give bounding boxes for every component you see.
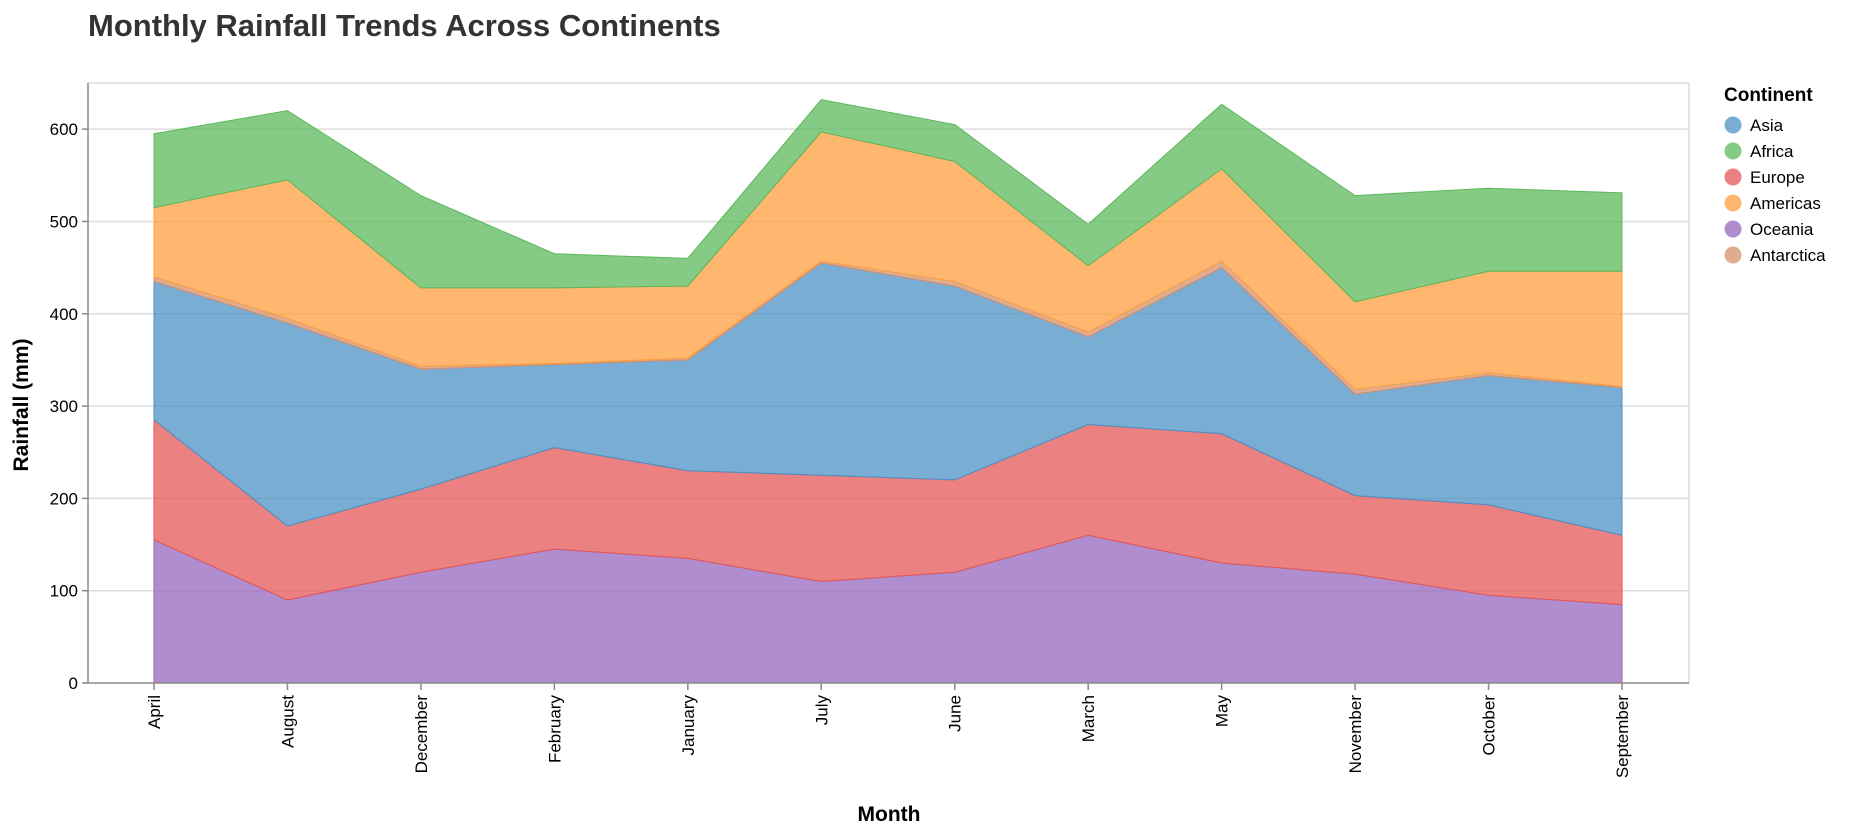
area-africa: [153, 99, 1623, 303]
area-series: [153, 99, 1623, 684]
y-tick-label-100: 100: [50, 582, 78, 601]
x-tick-label-november: November: [1346, 695, 1365, 774]
legend-symbol-oceania: [1724, 220, 1742, 238]
legend-title: Continent: [1724, 85, 1813, 106]
y-tick-label-500: 500: [50, 212, 78, 231]
x-tick-label-february: February: [545, 695, 564, 764]
x-tick-label-december: December: [412, 695, 431, 774]
legend: Continent Asia Africa Europe Americas Oceani…: [1724, 85, 1826, 265]
x-tick-label-august: August: [278, 695, 297, 748]
legend-label-africa: Africa: [1750, 142, 1794, 161]
x-tick-label-october: October: [1480, 695, 1499, 756]
legend-symbol-europe: [1724, 168, 1742, 186]
x-axis-title: Month: [858, 803, 921, 826]
legend-symbol-antarctica: [1724, 246, 1742, 264]
y-tick-label-300: 300: [50, 397, 78, 416]
x-tick-label-july: July: [812, 695, 831, 726]
axes: 0 100 200 300 400 500 600 April August December Fe…: [50, 83, 1689, 778]
chart-title: Monthly Rainfall Trends Across Continent…: [88, 8, 721, 43]
legend-symbol-africa: [1724, 142, 1742, 160]
legend-label-europe: Europe: [1750, 168, 1805, 187]
y-tick-label-200: 200: [50, 489, 78, 508]
x-tick-label-september: September: [1613, 695, 1632, 778]
x-tick-label-june: June: [946, 695, 965, 732]
legend-label-antarctica: Antarctica: [1750, 246, 1826, 265]
x-tick-label-march: March: [1079, 695, 1098, 742]
legend-label-asia: Asia: [1750, 116, 1784, 135]
y-tick-label-600: 600: [50, 120, 78, 139]
x-tick-label-april: April: [145, 695, 164, 729]
legend-symbol-asia: [1724, 116, 1742, 134]
legend-label-oceania: Oceania: [1750, 220, 1814, 239]
x-tick-label-january: January: [679, 695, 698, 756]
y-tick-label-400: 400: [50, 305, 78, 324]
legend-symbol-americas: [1724, 194, 1742, 212]
y-tick-label-0: 0: [69, 674, 78, 693]
y-axis-title: Rainfall (mm): [10, 338, 33, 471]
x-tick-label-may: May: [1213, 695, 1232, 728]
legend-label-americas: Americas: [1750, 194, 1821, 213]
